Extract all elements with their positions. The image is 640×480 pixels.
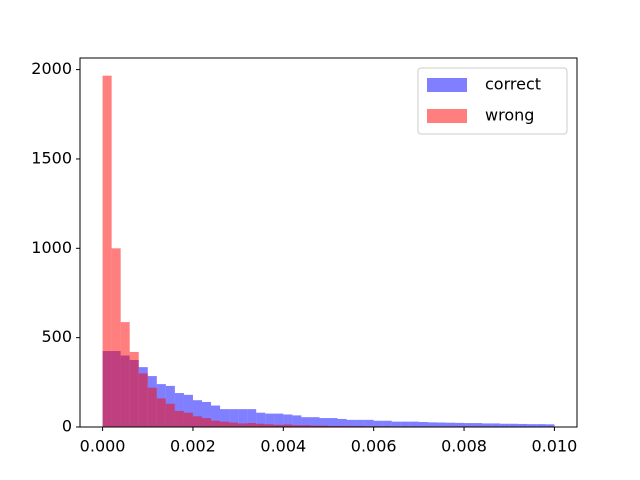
bar — [174, 410, 184, 427]
bar — [482, 423, 492, 427]
bar — [337, 418, 347, 427]
bar — [265, 413, 275, 427]
bar — [183, 394, 193, 427]
bar — [509, 423, 519, 427]
bar — [310, 417, 320, 427]
bar — [455, 422, 465, 427]
bar — [355, 419, 365, 427]
bar — [445, 422, 456, 427]
bar — [436, 422, 446, 427]
bar — [536, 424, 546, 427]
plot-area — [102, 75, 555, 428]
bar — [301, 425, 311, 427]
bar — [183, 412, 193, 427]
bar — [165, 403, 175, 427]
bar — [310, 425, 320, 427]
legend-swatch — [427, 109, 467, 123]
bar — [319, 425, 329, 427]
bar — [391, 421, 401, 427]
bar — [301, 417, 311, 427]
bar — [265, 424, 275, 427]
bar — [418, 421, 428, 427]
bar — [283, 424, 293, 427]
bar — [382, 420, 392, 427]
axes-frame — [79, 57, 578, 428]
y-tick-label: 1000 — [31, 238, 72, 257]
bar — [473, 423, 483, 427]
bar — [491, 423, 501, 427]
bar — [409, 421, 419, 427]
bar — [247, 409, 257, 427]
bar — [111, 248, 121, 427]
bar — [337, 425, 347, 427]
bar — [192, 400, 202, 427]
x-tick-label: 0.002 — [170, 437, 216, 456]
bar — [328, 418, 338, 427]
legend-swatch — [427, 78, 467, 92]
bar — [247, 423, 257, 427]
bar — [102, 75, 112, 428]
bar — [427, 422, 437, 427]
bar — [373, 420, 383, 427]
y-tick-label: 500 — [41, 327, 72, 346]
bar — [256, 412, 266, 427]
bar — [400, 421, 410, 427]
y-tick-label: 0 — [62, 417, 72, 436]
bar — [220, 421, 230, 427]
bar — [129, 351, 139, 427]
bar — [238, 409, 248, 427]
x-tick-label: 0.000 — [80, 437, 126, 456]
x-tick-label: 0.008 — [441, 437, 487, 456]
bar — [328, 425, 338, 427]
bar — [274, 424, 284, 427]
bar — [211, 420, 221, 427]
bar — [283, 414, 293, 427]
bar — [346, 419, 356, 427]
legend-label: correct — [485, 75, 541, 94]
bar — [464, 423, 474, 427]
bar — [518, 423, 528, 427]
bar — [138, 373, 148, 427]
bar — [174, 393, 184, 427]
bar — [229, 422, 239, 427]
bar — [319, 418, 329, 427]
bar — [192, 416, 202, 427]
bar — [292, 425, 302, 427]
x-tick-label: 0.004 — [260, 437, 306, 456]
bar — [229, 409, 239, 427]
bar — [274, 413, 284, 427]
bar — [364, 419, 374, 427]
bar — [147, 387, 157, 427]
bar — [220, 409, 230, 427]
bar — [500, 423, 510, 427]
bar — [201, 401, 212, 427]
x-tick-label: 0.010 — [532, 437, 578, 456]
bar — [120, 322, 130, 427]
bar — [527, 424, 537, 427]
bar — [211, 405, 221, 427]
bar — [201, 418, 212, 427]
y-tick-label: 1500 — [31, 148, 72, 167]
bar — [292, 415, 302, 427]
bar — [238, 423, 248, 427]
legend-label: wrong — [485, 106, 534, 125]
bar — [156, 398, 166, 427]
x-tick-label: 0.006 — [351, 437, 397, 456]
bar — [545, 424, 555, 427]
y-tick-label: 2000 — [31, 59, 72, 78]
bar — [256, 423, 266, 427]
